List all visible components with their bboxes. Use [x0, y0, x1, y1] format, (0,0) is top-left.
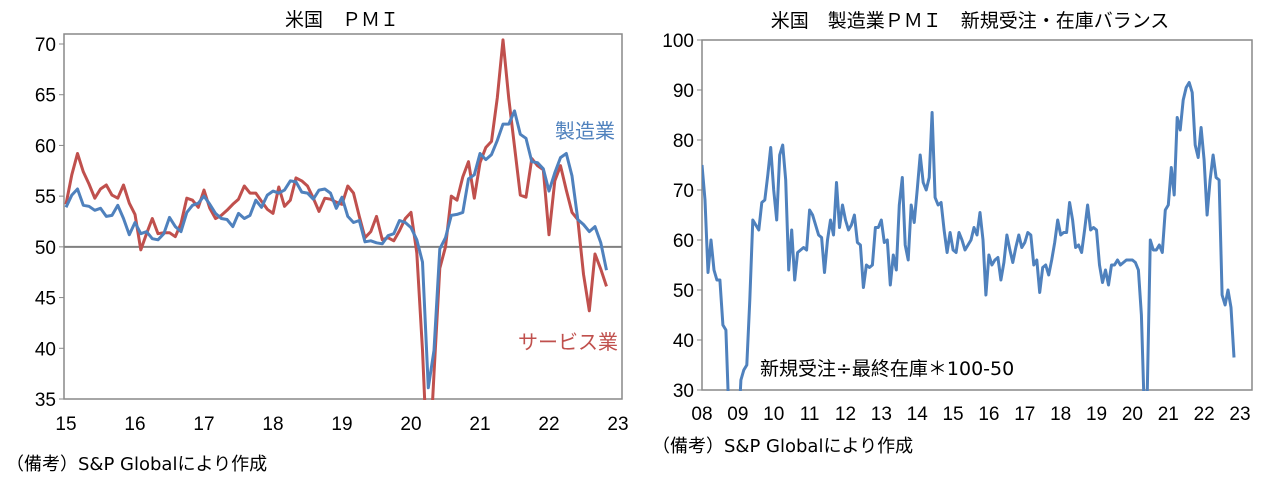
pmi-chart: 米国 ＰＭＩ 35 40 45 50 55 60 65 70 15 16 17 18 19 20 21 22… [6, 9, 629, 475]
y-tick-label: 40 [673, 331, 694, 352]
y-tick-label: 60 [673, 231, 694, 252]
series-lines [64, 38, 608, 400]
y-axis-ticks: 35 40 45 50 55 60 65 70 [35, 35, 64, 411]
x-axis-ticks: 08 09 10 11 12 13 14 15 16 17 18 19 20 21 22 23 [691, 404, 1250, 425]
order-inventory-balance-chart: 米国 製造業ＰＭＩ 新規受注・在庫バランス 30405060708090100 … [652, 10, 1253, 457]
x-tick-label: 22 [1194, 404, 1215, 425]
x-tick-label: 16 [124, 414, 145, 435]
formula-annotation: 新規受注÷最終在庫＊100-50 [760, 358, 1014, 380]
y-tick-label: 70 [673, 181, 694, 202]
y-tick-label: 50 [35, 238, 56, 259]
y-tick-label: 55 [35, 187, 56, 208]
chart-title: 米国 ＰＭＩ [285, 9, 399, 31]
chart-title: 米国 製造業ＰＭＩ 新規受注・在庫バランス [771, 10, 1170, 32]
legend-label-manufacturing: 製造業 [555, 119, 615, 143]
x-tick-label: 15 [55, 414, 76, 435]
source-note: （備考）S&P Globalにより作成 [652, 436, 913, 457]
x-tick-label: 19 [331, 414, 352, 435]
x-tick-label: 17 [193, 414, 214, 435]
series-line-manufacturing [64, 109, 608, 390]
y-tick-label: 90 [673, 81, 694, 102]
x-tick-label: 17 [1014, 404, 1035, 425]
x-tick-label: 13 [871, 404, 892, 425]
x-tick-label: 20 [400, 414, 421, 435]
y-tick-label: 70 [35, 35, 56, 56]
y-tick-label: 35 [35, 390, 56, 411]
series-line-balance [702, 81, 1236, 391]
series-line-services [64, 38, 608, 400]
y-tick-label: 60 [35, 136, 56, 157]
x-tick-label: 22 [538, 414, 559, 435]
y-tick-label: 50 [673, 281, 694, 302]
x-tick-label: 16 [978, 404, 999, 425]
y-tick-label: 65 [35, 86, 56, 107]
series-lines [702, 81, 1236, 391]
x-tick-label: 11 [800, 404, 820, 425]
x-axis-ticks: 15 16 17 18 19 20 21 22 23 [55, 414, 628, 435]
x-tick-label: 23 [1229, 404, 1250, 425]
y-tick-label: 45 [35, 289, 56, 310]
y-tick-label: 30 [673, 381, 694, 402]
x-tick-label: 20 [1122, 404, 1143, 425]
x-tick-label: 21 [1158, 404, 1179, 425]
x-tick-label: 23 [607, 414, 628, 435]
plot-area [701, 39, 1253, 391]
legend-label-services: サービス業 [518, 330, 618, 354]
x-tick-label: 21 [469, 414, 490, 435]
x-tick-label: 18 [262, 414, 283, 435]
x-tick-label: 12 [835, 404, 856, 425]
plot-area [63, 33, 623, 400]
x-tick-label: 09 [727, 404, 748, 425]
y-tick-label: 80 [673, 131, 694, 152]
x-tick-label: 15 [942, 404, 963, 425]
x-tick-label: 19 [1086, 404, 1107, 425]
x-tick-label: 08 [691, 404, 712, 425]
x-tick-label: 18 [1050, 404, 1071, 425]
x-tick-label: 10 [763, 404, 784, 425]
y-axis-ticks: 30 40 50 60 70 80 90 100 [662, 31, 702, 402]
source-note: （備考）S&P Globalにより作成 [6, 454, 267, 475]
x-tick-label: 14 [907, 404, 929, 425]
y-tick-label: 40 [35, 339, 56, 360]
y-tick-label: 100 [662, 31, 694, 52]
